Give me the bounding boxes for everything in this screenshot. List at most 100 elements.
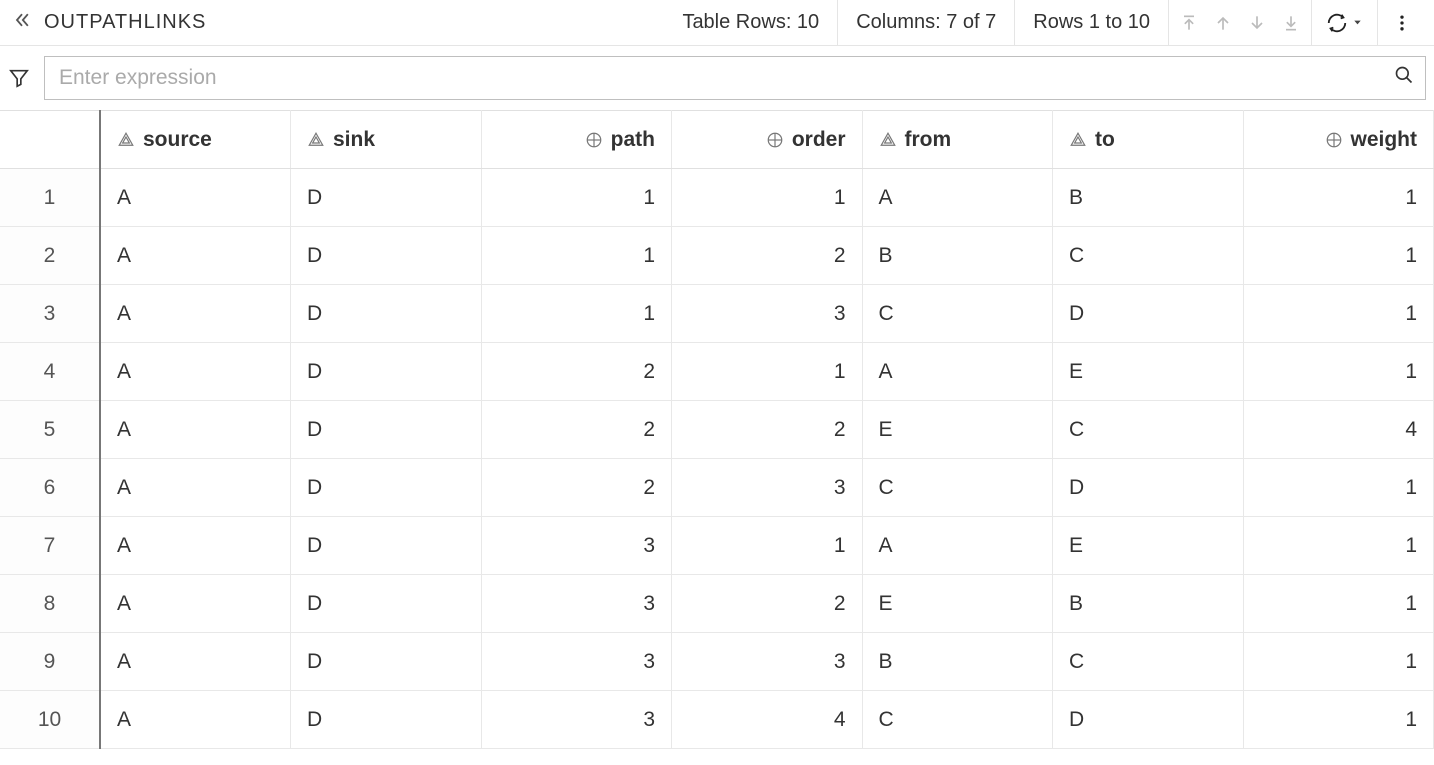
- cell-order: 1: [672, 343, 863, 401]
- cell-path: 1: [481, 169, 672, 227]
- cell-path: 1: [481, 227, 672, 285]
- column-header-source[interactable]: source: [100, 111, 291, 169]
- column-label: to: [1095, 128, 1115, 151]
- filter-icon[interactable]: [8, 67, 30, 89]
- cell-source: A: [100, 517, 291, 575]
- text-type-icon: [117, 131, 135, 149]
- row-number: 9: [0, 633, 100, 691]
- cell-to: B: [1053, 575, 1244, 633]
- cell-weight: 1: [1243, 517, 1434, 575]
- cell-sink: D: [291, 459, 482, 517]
- row-number: 8: [0, 575, 100, 633]
- go-last-button[interactable]: [1281, 13, 1301, 33]
- column-label: order: [792, 128, 846, 151]
- cell-order: 3: [672, 285, 863, 343]
- cell-source: A: [100, 227, 291, 285]
- cell-path: 2: [481, 343, 672, 401]
- table-row[interactable]: 7AD31AE1: [0, 517, 1434, 575]
- cell-to: E: [1053, 343, 1244, 401]
- cell-to: C: [1053, 227, 1244, 285]
- text-type-icon: [879, 131, 897, 149]
- cell-path: 3: [481, 575, 672, 633]
- cell-source: A: [100, 459, 291, 517]
- cell-to: E: [1053, 517, 1244, 575]
- go-first-button[interactable]: [1179, 13, 1199, 33]
- cell-path: 2: [481, 401, 672, 459]
- table-row[interactable]: 10AD34CD1: [0, 691, 1434, 749]
- cell-source: A: [100, 401, 291, 459]
- cell-to: B: [1053, 169, 1244, 227]
- search-icon[interactable]: [1394, 65, 1414, 91]
- cell-sink: D: [291, 227, 482, 285]
- row-number: 10: [0, 691, 100, 749]
- table-row[interactable]: 4AD21AE1: [0, 343, 1434, 401]
- table-row[interactable]: 5AD22EC4: [0, 401, 1434, 459]
- cell-source: A: [100, 169, 291, 227]
- go-next-button[interactable]: [1247, 13, 1267, 33]
- cell-from: C: [862, 691, 1053, 749]
- row-number: 4: [0, 343, 100, 401]
- cell-order: 2: [672, 227, 863, 285]
- cell-sink: D: [291, 401, 482, 459]
- row-number: 7: [0, 517, 100, 575]
- column-label: weight: [1351, 128, 1418, 151]
- cell-weight: 1: [1243, 227, 1434, 285]
- cell-to: C: [1053, 401, 1244, 459]
- cell-order: 3: [672, 633, 863, 691]
- table-header-row: sourcesink path order from to weight: [0, 111, 1434, 169]
- column-header-path[interactable]: path: [481, 111, 672, 169]
- cell-to: D: [1053, 691, 1244, 749]
- table-body: 1AD11AB12AD12BC13AD13CD14AD21AE15AD22EC4…: [0, 169, 1434, 749]
- more-menu-button[interactable]: [1377, 0, 1426, 45]
- toolbar: OUTPATHLINKS Table Rows: 10 Columns: 7 o…: [0, 0, 1434, 46]
- column-header-to[interactable]: to: [1053, 111, 1244, 169]
- go-prev-button[interactable]: [1213, 13, 1233, 33]
- cell-from: B: [862, 227, 1053, 285]
- cell-weight: 1: [1243, 285, 1434, 343]
- column-header-weight[interactable]: weight: [1243, 111, 1434, 169]
- column-header-sink[interactable]: sink: [291, 111, 482, 169]
- refresh-button[interactable]: [1311, 0, 1377, 45]
- cell-path: 3: [481, 691, 672, 749]
- cell-order: 4: [672, 691, 863, 749]
- collapse-button[interactable]: [8, 10, 40, 35]
- column-label: from: [905, 128, 952, 151]
- columns-info: Columns: 7 of 7: [837, 0, 1014, 45]
- table-row[interactable]: 6AD23CD1: [0, 459, 1434, 517]
- cell-from: B: [862, 633, 1053, 691]
- cell-from: A: [862, 169, 1053, 227]
- cell-weight: 1: [1243, 575, 1434, 633]
- cell-source: A: [100, 285, 291, 343]
- table-title: OUTPATHLINKS: [40, 11, 206, 34]
- cell-weight: 1: [1243, 169, 1434, 227]
- table-row[interactable]: 2AD12BC1: [0, 227, 1434, 285]
- cell-weight: 1: [1243, 633, 1434, 691]
- column-header-from[interactable]: from: [862, 111, 1053, 169]
- cell-to: C: [1053, 633, 1244, 691]
- cell-from: E: [862, 401, 1053, 459]
- cell-source: A: [100, 343, 291, 401]
- table-row[interactable]: 9AD33BC1: [0, 633, 1434, 691]
- cell-weight: 1: [1243, 691, 1434, 749]
- rownum-header: [0, 111, 100, 169]
- cell-path: 2: [481, 459, 672, 517]
- column-label: path: [611, 128, 655, 151]
- cell-order: 3: [672, 459, 863, 517]
- chevron-down-icon: [1352, 17, 1363, 28]
- cell-sink: D: [291, 285, 482, 343]
- cell-weight: 1: [1243, 459, 1434, 517]
- table-row[interactable]: 3AD13CD1: [0, 285, 1434, 343]
- cell-to: D: [1053, 285, 1244, 343]
- cell-order: 1: [672, 517, 863, 575]
- filter-input[interactable]: [44, 56, 1426, 100]
- table-rows-info: Table Rows: 10: [664, 0, 837, 45]
- cell-weight: 1: [1243, 343, 1434, 401]
- column-header-order[interactable]: order: [672, 111, 863, 169]
- cell-sink: D: [291, 169, 482, 227]
- cell-sink: D: [291, 691, 482, 749]
- table-row[interactable]: 1AD11AB1: [0, 169, 1434, 227]
- cell-source: A: [100, 575, 291, 633]
- table-row[interactable]: 8AD32EB1: [0, 575, 1434, 633]
- cell-from: A: [862, 517, 1053, 575]
- row-number: 6: [0, 459, 100, 517]
